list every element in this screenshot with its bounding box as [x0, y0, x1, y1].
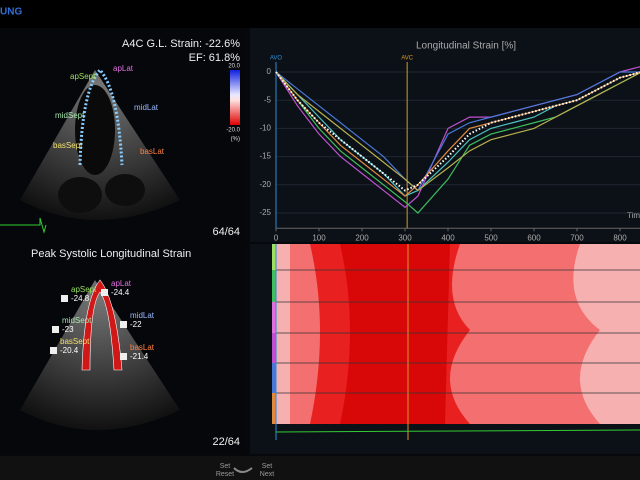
control-label[interactable]: Reset — [216, 471, 234, 478]
chart-title: Longitudinal Strain [%] — [416, 41, 516, 52]
segment-label: apLat — [111, 279, 132, 288]
strain-overlay — [81, 279, 123, 371]
row-dividers — [276, 269, 640, 394]
x-tick-label: 400 — [441, 233, 455, 242]
x-tick-label: 800 — [613, 233, 627, 242]
color-scale — [230, 70, 240, 125]
ecg — [0, 217, 47, 234]
segment-peak: -24.8 — [71, 294, 90, 303]
ef-value: EF: 61.8% — [189, 52, 241, 64]
x-tick-label: 300 — [398, 233, 412, 242]
x-tick-label: 700 — [570, 233, 584, 242]
strain-curve — [275, 71, 640, 192]
scale-top: 20.0 — [228, 64, 240, 70]
chamber — [75, 85, 115, 175]
segment-label: basSept — [53, 141, 83, 150]
strain-value: A4C G.L. Strain: -22.6% — [122, 38, 240, 50]
control-label[interactable]: Next — [260, 471, 274, 478]
segment-label: apLat — [113, 64, 134, 73]
x-tick-label: 200 — [355, 233, 369, 242]
x-tick-label: 0 — [274, 233, 279, 242]
frame-counter: 22/64 — [212, 436, 240, 448]
strain-curve — [275, 71, 640, 192]
strain-curve — [275, 71, 640, 197]
frame-counter: 64/64 — [212, 226, 240, 238]
segment-checkbox[interactable] — [52, 326, 59, 333]
y-tick-label: -20 — [259, 180, 271, 189]
segment-checkbox[interactable] — [120, 353, 127, 360]
y-tick-label: -15 — [259, 152, 271, 161]
control-label[interactable]: Set — [262, 463, 273, 470]
x-axis-label: Tim — [627, 211, 640, 220]
control-bar — [0, 456, 640, 480]
event-label: AVO — [270, 56, 283, 62]
segment-peak: -24.4 — [111, 288, 130, 297]
y-tick-label: -25 — [259, 208, 271, 217]
scale-bottom: -20.0 — [226, 128, 240, 134]
top-bar — [0, 0, 640, 28]
ecg — [275, 429, 640, 433]
segment-checkbox[interactable] — [101, 289, 108, 296]
event-label: AVC — [401, 56, 414, 62]
segment-label: midLat — [130, 311, 155, 320]
y-tick-label: 0 — [267, 67, 272, 76]
segment-peak: -21.4 — [130, 352, 149, 361]
chamber — [58, 177, 102, 213]
ultrasound-image — [20, 280, 180, 430]
segment-checkbox[interactable] — [50, 347, 57, 354]
segment-peak: -20.4 — [60, 346, 79, 355]
tracking-contour — [78, 67, 124, 166]
segment-checkbox[interactable] — [120, 321, 127, 328]
segment-label: midSept — [55, 111, 85, 120]
x-tick-label: 500 — [484, 233, 498, 242]
chamber — [105, 174, 145, 206]
segment-label: basLat — [140, 147, 165, 156]
x-tick-label: 600 — [527, 233, 541, 242]
segment-label: basLat — [130, 343, 155, 352]
segment-label: apSept — [70, 72, 96, 81]
control-label[interactable]: Set — [220, 463, 231, 470]
segment-label: midLat — [134, 103, 159, 112]
control-icon[interactable] — [233, 467, 253, 473]
segment-checkbox[interactable] — [61, 295, 68, 302]
y-tick-label: -5 — [264, 95, 272, 104]
x-tick-label: 100 — [312, 233, 326, 242]
segment-peak: -23 — [62, 325, 74, 334]
segment-label: basSept — [60, 337, 90, 346]
segment-label: midSept — [62, 316, 92, 325]
scale-unit: (%) — [231, 137, 240, 143]
segment-label: apSept — [71, 285, 97, 294]
segment-peak: -22 — [130, 320, 142, 329]
bottom-title: Peak Systolic Longitudinal Strain — [31, 248, 191, 260]
y-tick-label: -10 — [259, 124, 271, 133]
strain-region — [340, 244, 450, 424]
brand: UNG — [0, 7, 22, 18]
segment-strip — [272, 244, 276, 424]
